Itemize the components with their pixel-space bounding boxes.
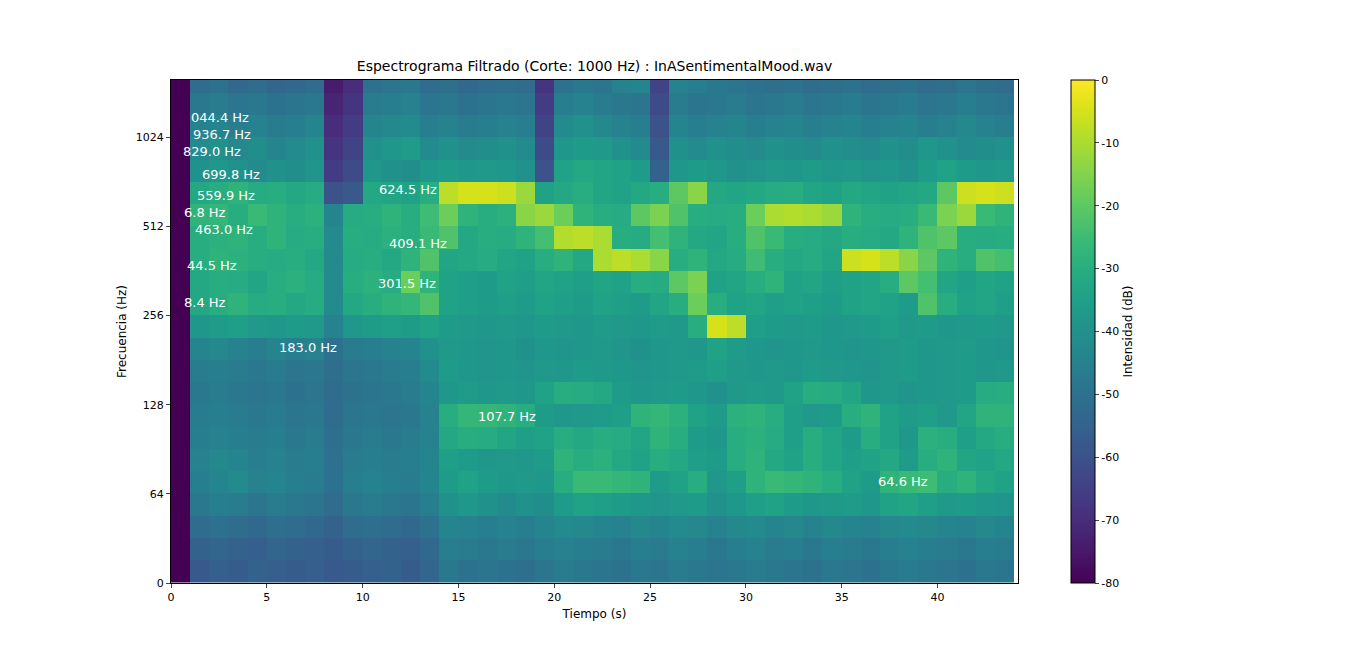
svg-text:25: 25 [643,591,657,604]
svg-text:-50: -50 [1101,388,1119,401]
svg-text:1024: 1024 [136,131,164,144]
svg-text:936.7 Hz: 936.7 Hz [193,127,251,142]
svg-text:0: 0 [157,577,164,590]
svg-text:-40: -40 [1101,325,1119,338]
svg-text:6.8 Hz: 6.8 Hz [184,205,226,220]
svg-text:044.4 Hz: 044.4 Hz [191,110,249,125]
svg-text:15: 15 [451,591,465,604]
svg-text:-80: -80 [1101,577,1119,590]
svg-text:0: 0 [1101,74,1108,87]
svg-text:30: 30 [739,591,753,604]
svg-text:128: 128 [143,399,164,412]
svg-text:107.7 Hz: 107.7 Hz [478,409,536,424]
svg-text:44.5 Hz: 44.5 Hz [187,258,237,273]
svg-text:512: 512 [143,220,164,233]
svg-text:-70: -70 [1101,514,1119,527]
svg-text:409.1 Hz: 409.1 Hz [389,236,447,251]
svg-text:559.9 Hz: 559.9 Hz [197,188,255,203]
svg-text:20: 20 [547,591,561,604]
svg-text:463.0 Hz: 463.0 Hz [195,222,253,237]
svg-text:624.5 Hz: 624.5 Hz [379,182,437,197]
svg-text:301.5 Hz: 301.5 Hz [378,276,436,291]
svg-text:35: 35 [835,591,849,604]
svg-text:256: 256 [143,309,164,322]
svg-text:64.6 Hz: 64.6 Hz [878,474,928,489]
svg-text:Intensidad (dB): Intensidad (dB) [1121,285,1135,377]
svg-text:183.0 Hz: 183.0 Hz [279,340,337,355]
svg-text:64: 64 [150,488,164,501]
svg-text:8.4 Hz: 8.4 Hz [184,295,226,310]
svg-text:-20: -20 [1101,200,1119,213]
svg-text:0: 0 [168,591,175,604]
svg-text:Espectrograma Filtrado (Corte:: Espectrograma Filtrado (Corte: 1000 Hz) … [357,58,832,74]
svg-text:-30: -30 [1101,262,1119,275]
svg-text:Frecuencia (Hz): Frecuencia (Hz) [115,285,129,378]
svg-text:5: 5 [263,591,270,604]
svg-text:829.0 Hz: 829.0 Hz [183,144,241,159]
svg-text:-10: -10 [1101,137,1119,150]
svg-text:40: 40 [931,591,945,604]
svg-text:Tiempo (s): Tiempo (s) [562,607,627,621]
svg-text:10: 10 [356,591,370,604]
svg-text:699.8 Hz: 699.8 Hz [202,167,260,182]
svg-text:-60: -60 [1101,451,1119,464]
